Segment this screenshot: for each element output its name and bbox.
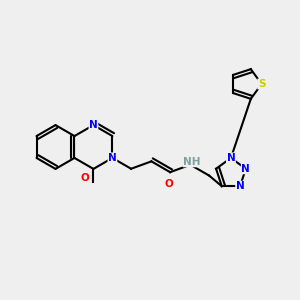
Text: NH: NH xyxy=(183,157,201,167)
Text: O: O xyxy=(164,178,173,189)
Text: N: N xyxy=(108,153,117,163)
Text: N: N xyxy=(226,153,235,163)
Text: N: N xyxy=(242,164,250,174)
Text: N: N xyxy=(89,120,98,130)
Text: S: S xyxy=(258,79,265,89)
Text: N: N xyxy=(236,181,244,191)
Text: O: O xyxy=(80,173,89,183)
